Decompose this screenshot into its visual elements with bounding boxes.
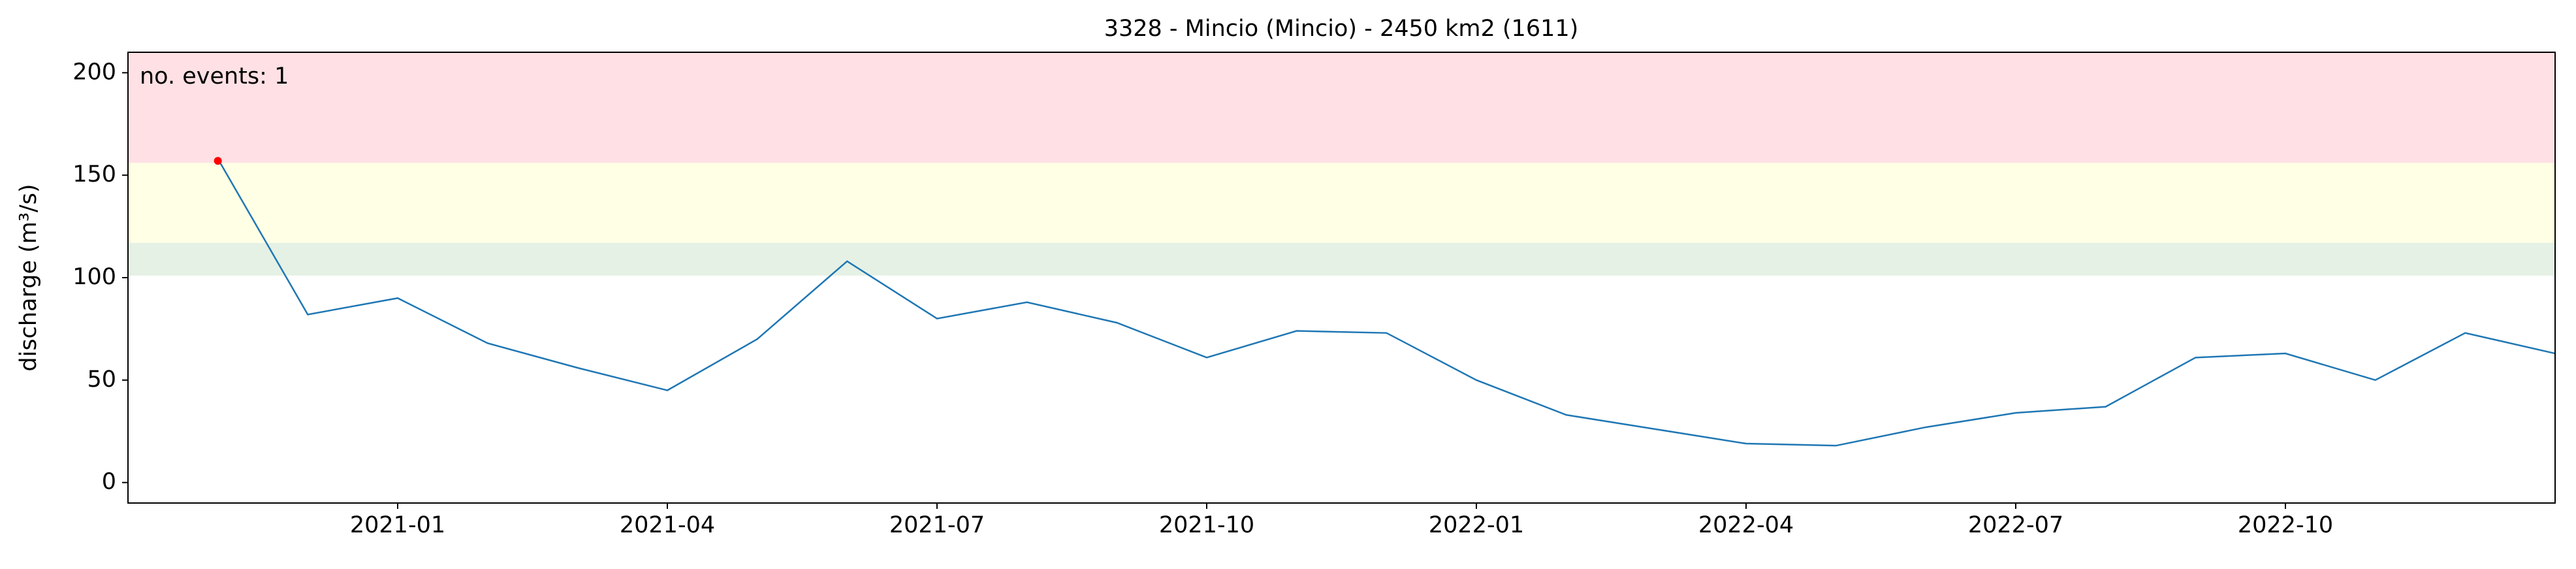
x-tick-label: 2022-01 [1429,512,1524,538]
x-tick-label: 2022-04 [1698,512,1794,538]
y-axis-label: discharge (m³/s) [16,184,42,371]
y-tick-label: 100 [72,264,116,290]
event-count: no. events: 1 [140,63,289,89]
chart-title: 3328 - Mincio (Mincio) - 2450 km2 (1611) [1104,16,1579,42]
y-tick-label: 200 [72,59,116,85]
threshold-band [128,242,2555,276]
y-tick-label: 50 [87,366,116,393]
event-marker [214,157,222,165]
y-tick-label: 0 [102,469,116,495]
x-tick-label: 2021-07 [889,512,985,538]
x-tick-label: 2021-01 [350,512,445,538]
x-tick-label: 2021-04 [620,512,715,538]
threshold-band [128,163,2555,243]
discharge-line [217,158,2556,447]
x-tick-label: 2022-07 [1968,512,2063,538]
x-tick-label: 2022-10 [2238,512,2333,538]
y-tick-label: 150 [72,161,116,187]
threshold-band [128,52,2555,163]
x-tick-label: 2021-10 [1159,512,1254,538]
plot-frame [127,52,2556,504]
